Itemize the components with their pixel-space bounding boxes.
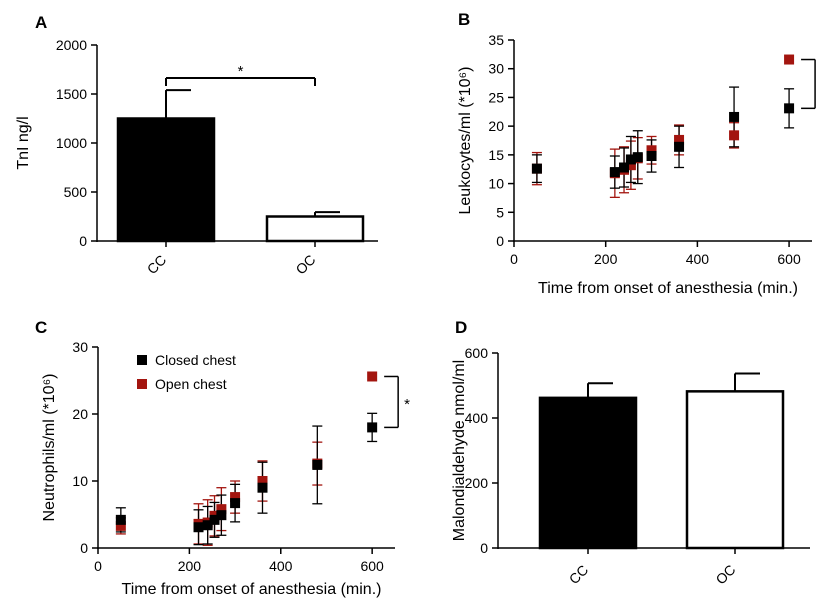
y-tick-label: 200 bbox=[465, 475, 489, 491]
data-point-open-chest bbox=[115, 520, 126, 531]
y-tick-label: 35 bbox=[488, 32, 504, 48]
legend-label-closed-chest: Closed chest bbox=[155, 352, 236, 368]
x-tick-label: 600 bbox=[360, 558, 384, 574]
x-axis-label: Time from onset of anesthesia (min.) bbox=[538, 280, 798, 297]
y-tick-label: 20 bbox=[72, 406, 88, 422]
x-tick-label: 400 bbox=[686, 251, 710, 267]
panel-c-scatter-chart: C 0 10 20 30 Neutrophils/ml (*10⁶) 0 200 400 600 T… bbox=[35, 318, 410, 598]
y-tick-label: 20 bbox=[488, 118, 504, 134]
data-point-open-chest bbox=[230, 492, 241, 503]
x-tick-label: 200 bbox=[594, 251, 618, 267]
data-point-open-chest bbox=[216, 504, 227, 515]
x-tick-label: 600 bbox=[777, 251, 801, 267]
data-point-open-chest bbox=[646, 145, 657, 156]
y-tick-label: 600 bbox=[465, 345, 489, 361]
data-point-closed-chest bbox=[646, 151, 657, 162]
x-tick-label-cc: CC bbox=[144, 252, 170, 278]
x-tick-label-oc: OC bbox=[712, 561, 738, 587]
data-point-open-chest bbox=[784, 54, 795, 65]
x-tick-label: 400 bbox=[269, 558, 293, 574]
panel-letter: B bbox=[458, 10, 470, 29]
data-point-closed-chest bbox=[216, 510, 227, 521]
panel-letter: C bbox=[35, 318, 47, 337]
data-point-open-chest bbox=[367, 371, 378, 382]
y-axis-label: Leukocytes/ml (*10⁶) bbox=[457, 67, 474, 215]
data-point-closed-chest bbox=[209, 514, 220, 525]
data-point-open-chest bbox=[674, 134, 685, 145]
y-tick-label: 30 bbox=[72, 339, 88, 355]
bar-oc bbox=[265, 215, 365, 243]
panel-letter: A bbox=[35, 13, 47, 32]
y-tick-label: 1500 bbox=[56, 86, 87, 102]
data-point-closed-chest bbox=[625, 154, 636, 165]
data-point-closed-chest bbox=[312, 459, 323, 470]
bar-cc bbox=[116, 117, 216, 243]
panel-letter: D bbox=[455, 318, 467, 337]
data-point-closed-chest bbox=[367, 422, 378, 433]
data-point-closed-chest bbox=[609, 167, 620, 178]
data-point-closed-chest bbox=[230, 498, 241, 509]
x-tick-label: 0 bbox=[510, 251, 518, 267]
y-axis-label: Malondialdehyde nmol/ml bbox=[451, 360, 468, 541]
legend: Closed chest Open chest bbox=[137, 352, 236, 392]
y-tick-label: 500 bbox=[64, 184, 88, 200]
panel-b-scatter-chart: B 0 5 10 15 20 25 30 35 Leukocytes/ml (*10⁶) 0 200 4… bbox=[457, 10, 816, 297]
y-tick-label: 15 bbox=[488, 147, 504, 163]
data-point-closed-chest bbox=[784, 103, 795, 114]
legend-label-open-chest: Open chest bbox=[155, 376, 227, 392]
y-tick-label: 1000 bbox=[56, 135, 87, 151]
data-point-closed-chest bbox=[729, 111, 740, 122]
data-point-closed-chest bbox=[193, 522, 204, 533]
y-tick-label: 25 bbox=[488, 89, 504, 105]
y-tick-label: 0 bbox=[496, 233, 504, 249]
legend-swatch-closed-chest bbox=[137, 355, 147, 365]
data-point-open-chest bbox=[625, 160, 636, 171]
data-point-closed-chest bbox=[619, 162, 630, 173]
y-tick-label: 5 bbox=[496, 204, 504, 220]
panel-a-bar-chart: A 0 500 1000 1500 2000 TnI ng/l CC OC * bbox=[15, 13, 378, 278]
y-tick-label: 0 bbox=[79, 233, 87, 249]
data-point-closed-chest bbox=[257, 482, 268, 493]
data-point-closed-chest bbox=[674, 141, 685, 152]
significance-marker: * bbox=[404, 396, 410, 413]
data-point-closed-chest bbox=[632, 152, 643, 163]
data-point-closed-chest bbox=[531, 163, 542, 174]
legend-swatch-open-chest bbox=[137, 379, 147, 389]
x-axis-label: Time from onset of anesthesia (min.) bbox=[122, 581, 382, 598]
x-tick-label: 0 bbox=[94, 558, 102, 574]
x-tick-label: 200 bbox=[178, 558, 202, 574]
y-tick-label: 0 bbox=[480, 540, 488, 556]
y-tick-label: 400 bbox=[465, 410, 489, 426]
y-tick-label: 10 bbox=[72, 473, 88, 489]
data-point-closed-chest bbox=[202, 520, 213, 531]
bar-cc bbox=[538, 396, 638, 550]
y-tick-label: 0 bbox=[80, 540, 88, 556]
x-tick-label-oc: OC bbox=[292, 251, 318, 277]
y-axis-label: Neutrophils/ml (*10⁶) bbox=[41, 374, 58, 522]
significance-marker: * bbox=[238, 63, 244, 80]
data-point-closed-chest bbox=[115, 514, 126, 525]
y-tick-label: 2000 bbox=[56, 37, 87, 53]
bar-oc bbox=[685, 390, 785, 550]
y-tick-label: 10 bbox=[488, 176, 504, 192]
data-point-open-chest bbox=[729, 130, 740, 141]
y-tick-label: 30 bbox=[488, 61, 504, 77]
data-point-open-chest bbox=[257, 476, 268, 486]
y-axis-label: TnI ng/l bbox=[15, 116, 32, 169]
x-tick-label-cc: CC bbox=[566, 562, 592, 588]
